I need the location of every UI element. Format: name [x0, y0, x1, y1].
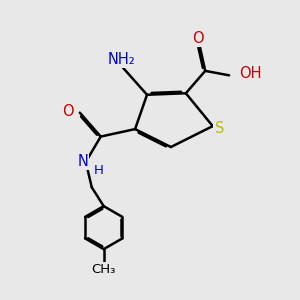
Text: H: H [93, 164, 103, 177]
Text: NH₂: NH₂ [108, 52, 136, 67]
Text: O: O [192, 31, 204, 46]
Text: OH: OH [240, 66, 262, 81]
Text: S: S [214, 121, 224, 136]
Text: O: O [61, 104, 73, 119]
Text: N: N [77, 154, 88, 169]
Text: CH₃: CH₃ [92, 262, 116, 276]
